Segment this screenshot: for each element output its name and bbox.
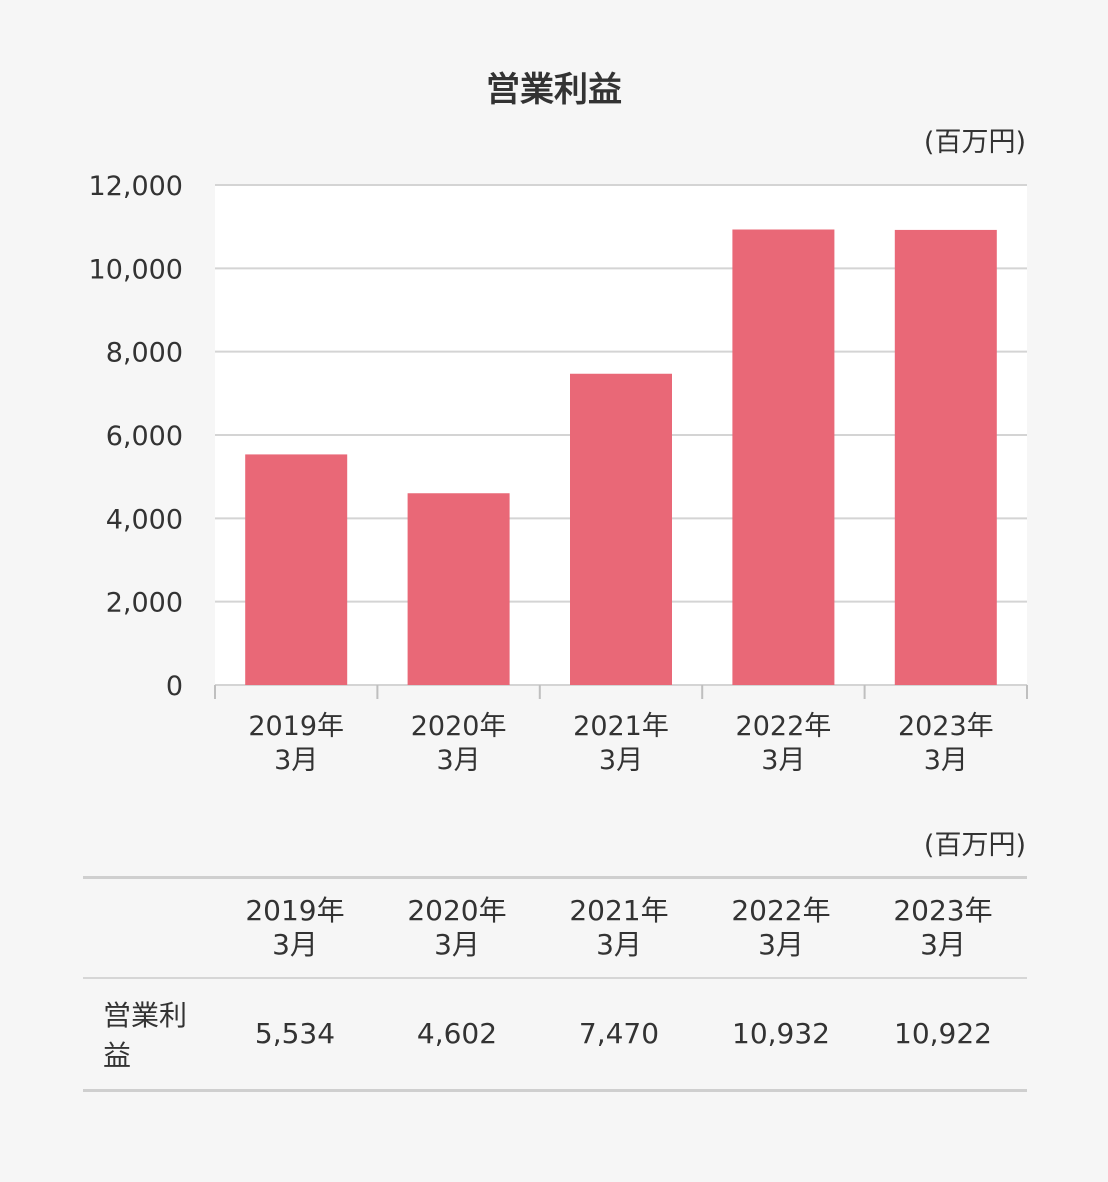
data-table: 2019年 3月 2020年 3月 2021年 3月 2022年 3月 2023… <box>83 876 1027 1092</box>
chart-unit-label: (百万円) <box>923 127 1026 158</box>
y-tick-label: 4,000 <box>106 504 183 535</box>
table-cell-2019: 5,534 <box>254 1017 336 1050</box>
table-top-rule <box>83 876 1027 879</box>
table-cell-2020: 4,602 <box>416 1017 498 1050</box>
table-cell-2022: 10,932 <box>732 1017 830 1050</box>
table-header-2020: 2020年 3月 <box>407 894 507 961</box>
chart-title: 営業利益 <box>486 70 622 110</box>
table-header-2022: 2022年 3月 <box>731 894 831 961</box>
table-cell-2021: 7,470 <box>578 1017 660 1050</box>
table-bottom-rule <box>83 1089 1027 1092</box>
table-row: 営業利益 5,534 4,602 7,470 10,932 10,922 <box>83 979 1027 1089</box>
x-tick-label: 2022年 3月 <box>736 711 832 776</box>
table-cell-2023: 10,922 <box>894 1017 992 1050</box>
bar <box>894 229 997 685</box>
table-header-2021: 2021年 3月 <box>569 894 669 961</box>
table-header-row: 2019年 3月 2020年 3月 2021年 3月 2022年 3月 2023… <box>83 879 1027 977</box>
y-tick-label: 8,000 <box>106 338 183 369</box>
x-tick-label: 2020年 3月 <box>411 711 507 776</box>
bar-chart: 0 2,000 4,000 6,000 8,000 10,000 12,000 2019年 3月… <box>89 171 1028 776</box>
table-row-label: 営業利益 <box>103 999 188 1072</box>
y-tick-label: 0 <box>166 671 183 702</box>
bar <box>732 229 835 685</box>
y-tick-label: 10,000 <box>89 254 183 285</box>
table-header-2023: 2023年 3月 <box>893 894 993 961</box>
bar <box>245 454 348 685</box>
x-tick-label: 2021年 3月 <box>573 711 669 776</box>
x-tick-label: 2019年 3月 <box>248 711 344 776</box>
table-divider <box>83 977 1027 979</box>
y-tick-label: 2,000 <box>106 588 183 619</box>
table-unit-label: (百万円) <box>923 830 1026 861</box>
x-tick-label: 2023年 3月 <box>898 711 994 776</box>
y-tick-label: 6,000 <box>106 421 183 452</box>
table-header-2019: 2019年 3月 <box>245 894 345 961</box>
bar <box>407 493 510 685</box>
y-tick-label: 12,000 <box>89 171 183 202</box>
bar <box>570 373 672 685</box>
